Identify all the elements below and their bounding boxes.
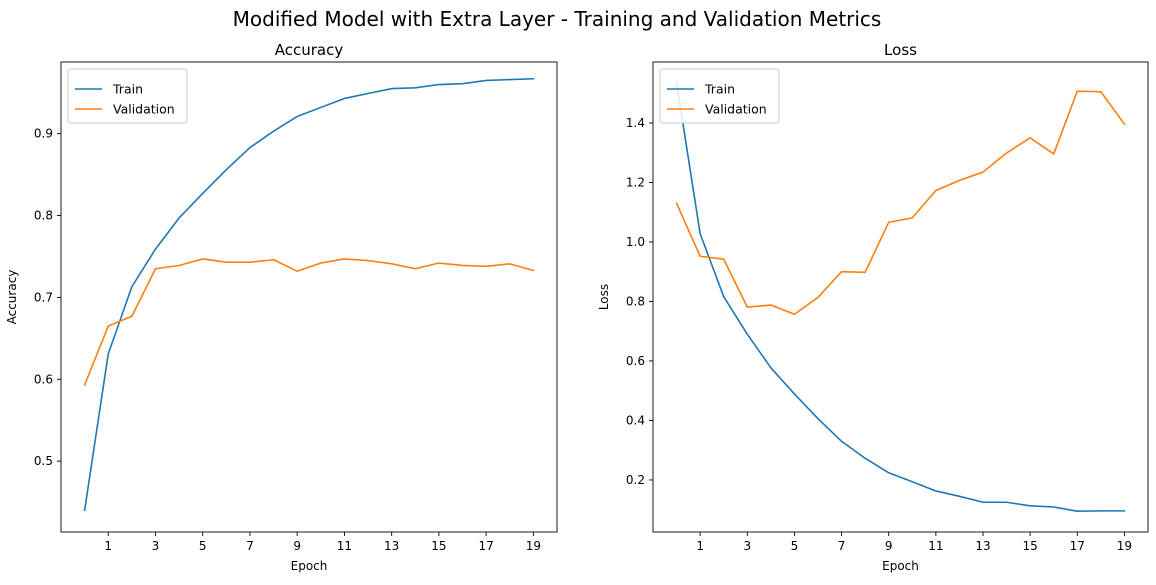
accuracy-x-tick-label: 9 xyxy=(293,539,301,553)
accuracy-y-axis-label: Accuracy xyxy=(5,270,19,325)
accuracy-y-tick-label: 0.7 xyxy=(34,290,53,304)
loss-x-tick-label: 9 xyxy=(885,539,893,553)
loss-y-tick-label: 1.0 xyxy=(626,235,645,249)
accuracy-x-tick-label: 13 xyxy=(384,539,399,553)
loss-legend-validation-label: Validation xyxy=(705,102,767,117)
loss-series-train-line xyxy=(675,81,1126,512)
accuracy-x-tick-label: 19 xyxy=(526,539,541,553)
loss-y-tick-label: 0.2 xyxy=(626,473,645,487)
loss-chart-title: Loss xyxy=(884,41,917,59)
figure-suptitle: Modified Model with Extra Layer - Traini… xyxy=(233,7,882,31)
accuracy-y-tick-label: 0.6 xyxy=(34,372,53,386)
accuracy-legend-train-label: Train xyxy=(112,82,143,97)
loss-y-tick-label: 0.8 xyxy=(626,294,645,308)
accuracy-y-tick-label: 0.8 xyxy=(34,209,53,223)
accuracy-series-validation-line xyxy=(83,258,535,387)
accuracy-x-tick-label: 3 xyxy=(152,539,160,553)
accuracy-x-tick-label: 11 xyxy=(337,539,352,553)
loss-y-tick-label: 0.4 xyxy=(626,413,645,427)
accuracy-y-tick-label: 0.9 xyxy=(34,127,53,141)
loss-x-tick-label: 5 xyxy=(791,539,799,553)
loss-x-axis-label: Epoch xyxy=(882,559,919,573)
accuracy-legend-validation-label: Validation xyxy=(113,102,175,117)
accuracy-x-tick-label: 5 xyxy=(199,539,207,553)
loss-y-tick-label: 0.6 xyxy=(626,354,645,368)
loss-x-tick-label: 7 xyxy=(838,539,846,553)
loss-y-tick-label: 1.4 xyxy=(626,116,645,130)
loss-axes-frame xyxy=(652,61,1149,533)
accuracy-x-tick-label: 1 xyxy=(104,539,112,553)
accuracy-x-tick-label: 15 xyxy=(431,539,446,553)
accuracy-y-tick-label: 0.5 xyxy=(34,454,53,468)
accuracy-x-tick-label: 7 xyxy=(246,539,254,553)
accuracy-series-train-line xyxy=(83,77,535,512)
loss-y-tick-label: 1.2 xyxy=(626,175,645,189)
loss-x-tick-label: 11 xyxy=(928,539,943,553)
loss-y-axis-label: Loss xyxy=(597,284,611,310)
accuracy-legend: Train Validation xyxy=(67,68,188,124)
loss-x-tick-label: 1 xyxy=(696,539,704,553)
loss-x-tick-label: 15 xyxy=(1023,539,1038,553)
loss-x-tick-label: 13 xyxy=(975,539,990,553)
loss-series-validation-line xyxy=(675,90,1126,316)
accuracy-x-tick-label: 17 xyxy=(479,539,494,553)
loss-legend-train-label: Train xyxy=(704,82,735,97)
loss-x-tick-label: 3 xyxy=(743,539,751,553)
loss-x-tick-label: 17 xyxy=(1070,539,1085,553)
loss-legend: Train Validation xyxy=(659,68,780,124)
accuracy-x-axis-label: Epoch xyxy=(291,559,328,573)
accuracy-chart-title: Accuracy xyxy=(275,41,344,59)
loss-x-tick-label: 19 xyxy=(1117,539,1132,553)
